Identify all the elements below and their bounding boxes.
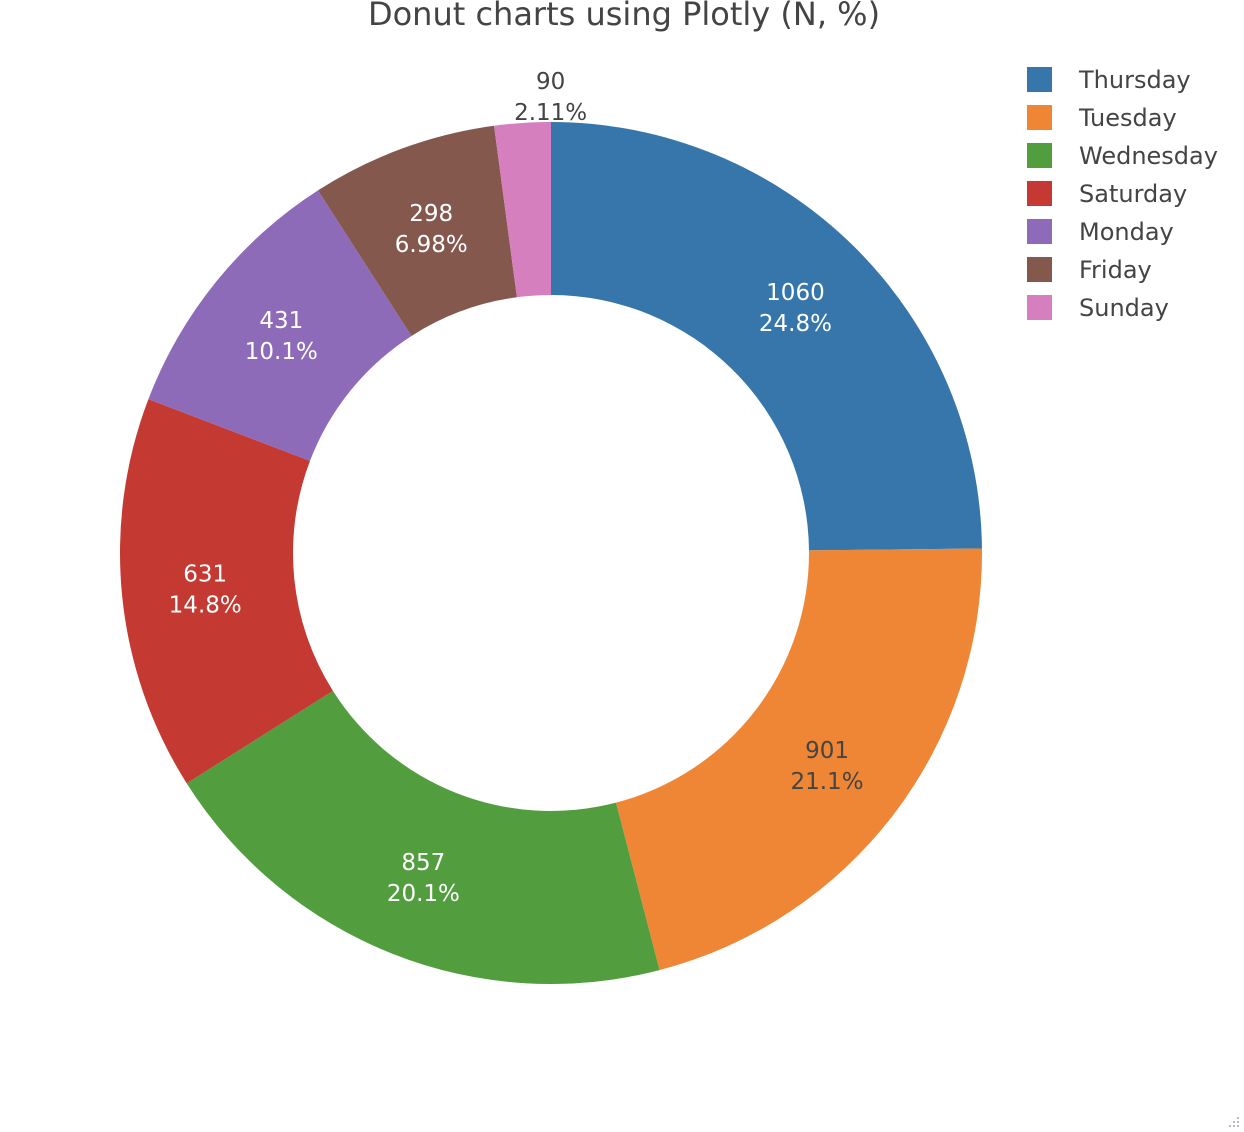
resize-grip-dot <box>1237 1125 1239 1127</box>
slice-monday[interactable] <box>148 190 412 461</box>
legend-swatch-thursday <box>1027 67 1052 92</box>
slice-saturday[interactable] <box>120 399 333 784</box>
legend: Thursday Tuesday Wednesday Saturday Monday Fr… <box>1027 66 1218 322</box>
legend-swatch-friday <box>1027 257 1052 282</box>
slice-sunday[interactable] <box>494 122 551 298</box>
slice-wednesday[interactable] <box>186 690 660 984</box>
legend-item-tuesday[interactable]: Tuesday <box>1027 104 1177 132</box>
slice-thursday[interactable] <box>551 122 982 551</box>
slice-percent-label-thursday: 24.8% <box>759 311 832 337</box>
legend-label-thursday: Thursday <box>1078 66 1191 94</box>
legend-item-saturday[interactable]: Saturday <box>1027 180 1187 208</box>
legend-swatch-saturday <box>1027 181 1052 206</box>
legend-label-saturday: Saturday <box>1079 180 1187 208</box>
slice-percent-label-tuesday: 21.1% <box>790 769 863 795</box>
legend-item-friday[interactable]: Friday <box>1027 256 1152 284</box>
resize-grip-dot <box>1233 1121 1235 1123</box>
slice-value-label-saturday: 631 <box>183 561 227 587</box>
slice-value-label-monday: 431 <box>259 308 303 334</box>
slice-tuesday[interactable] <box>616 548 982 971</box>
slice-percent-label-saturday: 14.8% <box>169 592 242 618</box>
slices-group <box>120 122 982 984</box>
slice-percent-label-wednesday: 20.1% <box>387 881 460 907</box>
legend-label-monday: Monday <box>1079 218 1174 246</box>
legend-swatch-sunday <box>1027 295 1052 320</box>
legend-item-thursday[interactable]: Thursday <box>1027 66 1191 94</box>
resize-grip-dot <box>1233 1125 1235 1127</box>
slice-value-label-thursday: 1060 <box>766 280 825 306</box>
chart-title: Donut charts using Plotly (N, %) <box>368 0 880 33</box>
slice-value-label-tuesday: 901 <box>805 738 849 764</box>
slice-value-label-wednesday: 857 <box>401 850 445 876</box>
resize-grip-dot <box>1237 1121 1239 1123</box>
legend-swatch-monday <box>1027 219 1052 244</box>
legend-item-monday[interactable]: Monday <box>1027 218 1174 246</box>
slice-value-label-friday: 298 <box>409 201 453 227</box>
legend-label-wednesday: Wednesday <box>1079 142 1218 170</box>
resize-grip-dot <box>1237 1117 1239 1119</box>
legend-item-wednesday[interactable]: Wednesday <box>1027 142 1218 170</box>
legend-label-tuesday: Tuesday <box>1078 104 1177 132</box>
slice-percent-label-friday: 6.98% <box>395 232 468 258</box>
slice-labels-group: 1060 24.8% 901 21.1% 857 20.1% 631 14.8% 431 10.1… <box>169 69 864 907</box>
legend-swatch-wednesday <box>1027 143 1052 168</box>
legend-label-friday: Friday <box>1079 256 1152 284</box>
resize-grip-dot <box>1229 1125 1231 1127</box>
resize-grip-icon[interactable] <box>1229 1117 1239 1127</box>
legend-label-sunday: Sunday <box>1079 294 1169 322</box>
slice-friday[interactable] <box>317 125 517 336</box>
slice-value-label-sunday: 90 <box>536 69 565 95</box>
legend-item-sunday[interactable]: Sunday <box>1027 294 1169 322</box>
slice-percent-label-sunday: 2.11% <box>514 100 587 126</box>
slice-percent-label-monday: 10.1% <box>245 339 318 365</box>
legend-swatch-tuesday <box>1027 105 1052 130</box>
